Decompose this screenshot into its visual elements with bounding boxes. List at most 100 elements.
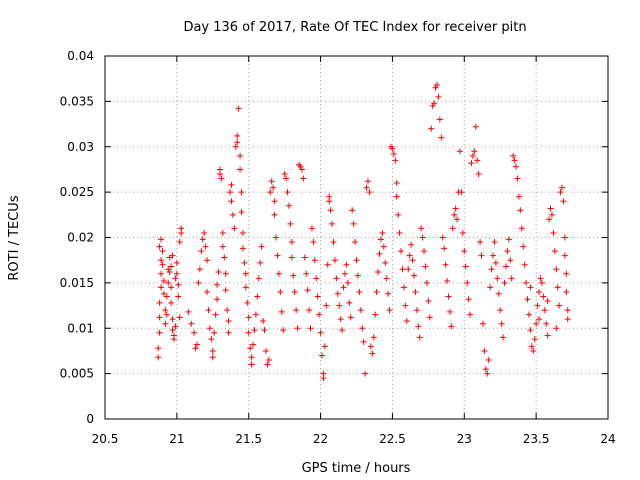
data-point — [547, 205, 554, 212]
data-point — [429, 102, 436, 109]
data-point — [323, 302, 330, 309]
data-point — [238, 189, 245, 196]
data-point — [412, 288, 419, 295]
data-point — [252, 311, 259, 318]
data-point — [188, 320, 195, 327]
data-point — [211, 329, 218, 336]
data-point — [505, 236, 512, 243]
data-point — [271, 211, 278, 218]
data-point — [536, 288, 543, 295]
data-point — [448, 323, 455, 330]
data-point — [554, 284, 561, 291]
data-point — [511, 157, 518, 164]
data-point — [360, 338, 367, 345]
y-tick-label: 0.04 — [67, 49, 94, 63]
data-point — [487, 284, 494, 291]
data-point — [244, 299, 251, 306]
data-point — [513, 163, 520, 170]
data-point — [400, 284, 407, 291]
data-point — [498, 320, 505, 327]
data-point — [293, 307, 300, 314]
data-point — [290, 272, 297, 279]
data-point — [528, 343, 535, 350]
data-point — [363, 184, 370, 191]
data-point — [284, 189, 291, 196]
data-point — [169, 316, 176, 323]
data-point — [175, 293, 182, 300]
data-point — [234, 132, 241, 139]
data-point — [377, 236, 384, 243]
data-point — [354, 272, 361, 279]
data-point — [423, 279, 430, 286]
data-point — [260, 317, 267, 324]
data-point — [278, 308, 285, 315]
data-point — [206, 325, 213, 332]
data-point — [316, 311, 323, 318]
data-point — [564, 307, 571, 314]
data-point — [409, 257, 416, 264]
data-point — [356, 288, 363, 295]
data-point — [156, 299, 163, 306]
data-point — [502, 263, 509, 270]
data-point — [261, 327, 268, 334]
data-point — [281, 170, 288, 177]
data-point — [501, 279, 508, 286]
data-point — [468, 160, 475, 167]
data-point — [222, 270, 229, 277]
data-point — [540, 293, 547, 300]
data-point — [280, 327, 287, 334]
chart-title: Day 136 of 2017, Rate Of TEC Index for r… — [183, 20, 526, 35]
data-point — [204, 257, 211, 264]
data-point — [413, 307, 420, 314]
data-point — [248, 354, 255, 361]
data-point — [386, 307, 393, 314]
data-point — [396, 229, 403, 236]
data-point — [380, 243, 387, 250]
data-point — [297, 163, 304, 170]
data-point — [461, 248, 468, 255]
data-point — [352, 239, 359, 246]
data-point — [204, 288, 211, 295]
data-point — [344, 279, 351, 286]
data-point — [521, 261, 528, 268]
data-point — [561, 252, 568, 259]
data-point — [176, 239, 183, 246]
data-point — [192, 345, 199, 352]
data-point — [527, 327, 534, 334]
data-point — [336, 302, 343, 309]
data-point — [162, 320, 169, 327]
data-point — [366, 189, 373, 196]
data-point — [550, 229, 557, 236]
data-point — [159, 261, 166, 268]
data-point — [313, 275, 320, 282]
data-point — [245, 329, 252, 336]
data-point — [492, 259, 499, 266]
data-point — [314, 293, 321, 300]
data-point — [202, 243, 209, 250]
data-point — [518, 225, 525, 232]
data-point — [390, 151, 397, 158]
data-point — [329, 220, 336, 227]
data-point — [422, 263, 429, 270]
data-point — [264, 361, 271, 368]
data-point — [304, 287, 311, 294]
y-tick-label: 0.025 — [60, 185, 94, 199]
data-point — [514, 175, 521, 182]
data-point — [405, 266, 412, 273]
data-point — [324, 261, 331, 268]
data-point — [224, 307, 231, 314]
data-point — [464, 279, 471, 286]
data-point — [158, 257, 165, 264]
data-point — [349, 207, 356, 214]
data-point — [234, 139, 241, 146]
data-point — [402, 302, 409, 309]
data-point — [551, 248, 558, 255]
data-point — [346, 299, 353, 306]
data-point — [389, 145, 396, 152]
data-point — [376, 250, 383, 257]
data-point — [270, 184, 277, 191]
data-point — [330, 239, 337, 246]
data-point — [451, 211, 458, 218]
data-point — [273, 234, 280, 241]
data-point — [369, 350, 376, 357]
